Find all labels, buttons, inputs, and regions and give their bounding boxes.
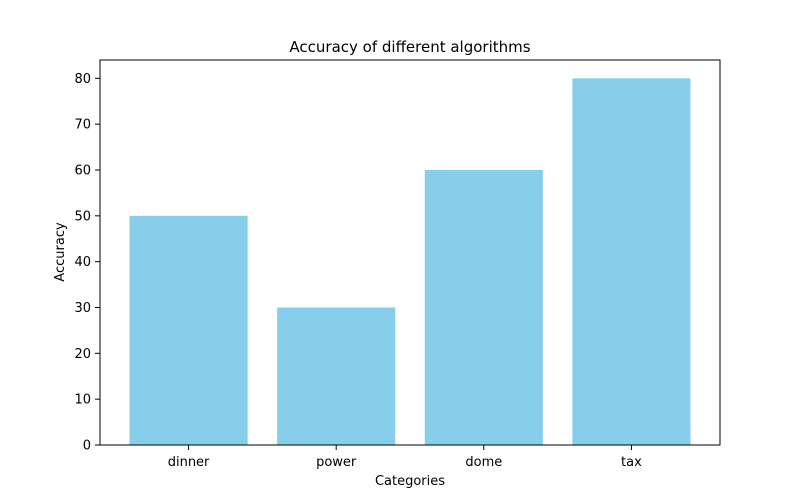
y-tick-label-70: 70 xyxy=(74,118,91,133)
y-tick-label-80: 80 xyxy=(74,72,91,87)
y-axis-ticks: 0 10 20 30 40 50 60 70 80 xyxy=(74,72,100,454)
y-tick-label-30: 30 xyxy=(74,301,91,316)
x-tick-label-tax: tax xyxy=(621,455,642,470)
bar-tax xyxy=(572,78,691,445)
x-axis-ticks: dinner power dome tax xyxy=(168,445,642,470)
bar-power xyxy=(277,307,396,445)
plot-frame xyxy=(99,59,721,446)
x-tick-label-dinner: dinner xyxy=(168,455,210,470)
bars-group xyxy=(129,78,691,445)
bar-dome xyxy=(424,170,543,445)
x-tick-label-power: power xyxy=(316,455,357,470)
y-tick-label-50: 50 xyxy=(74,209,91,224)
y-tick-label-20: 20 xyxy=(74,347,91,362)
x-tick-label-dome: dome xyxy=(465,455,502,470)
y-tick-label-0: 0 xyxy=(83,439,91,454)
y-tick-label-10: 10 xyxy=(74,393,91,408)
bar-dinner xyxy=(129,215,248,445)
y-axis-label: Accuracy xyxy=(53,222,68,282)
x-axis-label: Categories xyxy=(375,474,445,489)
chart-title: Accuracy of different algorithms xyxy=(289,38,530,56)
y-tick-label-60: 60 xyxy=(74,164,91,179)
y-tick-label-40: 40 xyxy=(74,255,91,270)
